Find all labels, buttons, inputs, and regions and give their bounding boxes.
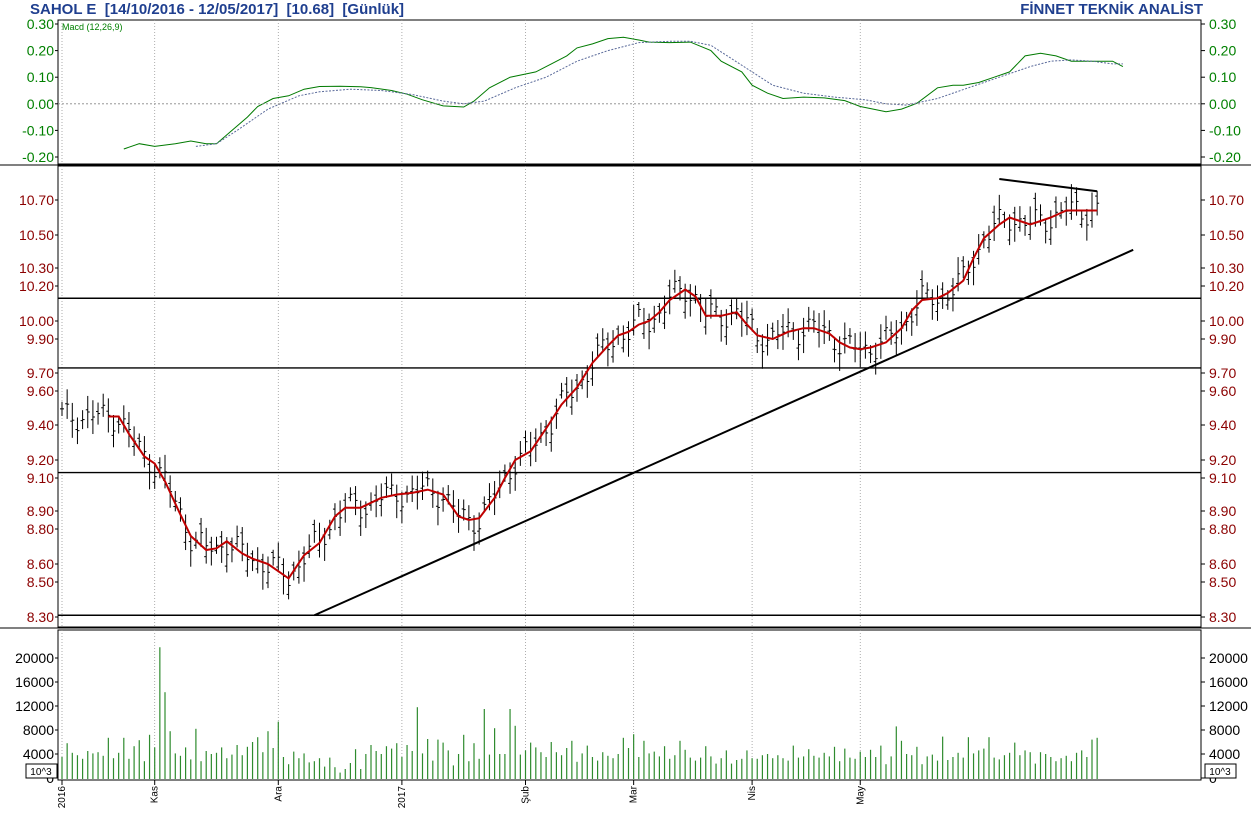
volume-tick-label-right: 8000	[1209, 722, 1240, 738]
macd-tick-label-left: 0.30	[27, 16, 54, 32]
price-tick-label-left: 8.30	[27, 609, 54, 625]
macd-y-ticks-left: 0.30 0.20 0.10 0.00 -0.10 -0.20	[22, 16, 58, 165]
x-tick-label: 2017	[397, 786, 408, 809]
price-tick-label-right: 9.60	[1209, 383, 1236, 399]
x-tick-label: May	[855, 786, 866, 805]
unit-label-left: 10^3	[30, 767, 52, 778]
panel-frame-price	[57, 165, 1202, 628]
x-tick-label: 2016	[57, 786, 68, 809]
macd-tick-label-right: 0.30	[1209, 16, 1236, 32]
macd-tick-label-left: 0.20	[27, 43, 54, 59]
price-tick-label-right: 9.40	[1209, 417, 1236, 433]
price-tick-label-right: 8.90	[1209, 503, 1236, 519]
price-tick-label-left: 8.60	[27, 556, 54, 572]
volume-tick-label-right: 12000	[1209, 698, 1248, 714]
volume-tick-label-right: 20000	[1209, 650, 1248, 666]
panel-frame-vol	[57, 629, 1202, 781]
price-tick-label-right: 9.20	[1209, 452, 1236, 468]
macd-tick-label-right: 0.10	[1209, 69, 1236, 85]
x-tick-label: Mar	[629, 785, 640, 803]
price-tick-label-right: 9.10	[1209, 470, 1236, 486]
unit-label-right: 10^3	[1209, 767, 1231, 778]
price-tick-label-right: 9.90	[1209, 331, 1236, 347]
brand-label: FİNNET TEKNİK ANALİST	[1020, 1, 1203, 18]
price-tick-label-left: 9.70	[27, 365, 54, 381]
price-tick-label-right: 10.30	[1209, 260, 1244, 276]
price-tick-label-right: 10.00	[1209, 313, 1244, 329]
volume-tick-label-left: 12000	[15, 698, 54, 714]
trend-line	[313, 248, 1134, 617]
price-tick-label-left: 10.00	[19, 313, 54, 329]
volume-panel: 200001600012000800040000 200001600012000…	[15, 647, 1248, 786]
volume-tick-label-right: 16000	[1209, 674, 1248, 690]
macd-series-line	[123, 36, 1124, 150]
unit-box-right	[1204, 763, 1237, 779]
x-axis: 2016 Kas Ara 2017 Şub Mar Nis May	[57, 780, 866, 808]
x-tick-label: Nis	[747, 786, 758, 800]
price-tick-label-left: 10.50	[19, 227, 54, 243]
support-resistance-lines	[58, 297, 1201, 616]
price-tick-label-right: 9.70	[1209, 365, 1236, 381]
panel-frame-macd	[57, 19, 1202, 165]
price-tick-label-right: 8.50	[1209, 574, 1236, 590]
macd-panel: 0.300.200.100.00-0.10-0.20 0.300.200.100…	[22, 16, 1241, 165]
macd-tick-label-left: -0.10	[22, 122, 54, 138]
price-tick-label-left: 10.70	[19, 192, 54, 208]
volume-bars	[61, 647, 1098, 779]
price-y-ticks-left: 10.70 10.50 10.30 10.20 10.00 9.90 9.70 9.60 9.4…	[19, 192, 58, 625]
x-tick-label: Ara	[273, 786, 284, 802]
macd-tick-label-left: 0.00	[27, 96, 54, 112]
unit-box-left	[25, 763, 58, 779]
price-tick-label-left: 9.40	[27, 417, 54, 433]
trend-line	[999, 178, 1098, 193]
macd-legend: Macd (12,26,9)	[62, 22, 123, 32]
price-tick-label-right: 10.70	[1209, 192, 1244, 208]
price-tick-label-left: 9.60	[27, 383, 54, 399]
x-tick-label: Kas	[150, 786, 161, 803]
signal-series-line	[195, 40, 1123, 147]
price-tick-label-left: 9.90	[27, 331, 54, 347]
macd-tick-label-right: -0.20	[1209, 149, 1241, 165]
price-panel: 10.70 10.50 10.30 10.20 10.00 9.90 9.70 9.60 9.4…	[19, 178, 1244, 625]
panel-frames	[0, 19, 1251, 781]
trend-lines	[313, 178, 1134, 617]
volume-tick-label-left: 8000	[23, 722, 54, 738]
x-tick-label: Şub	[521, 786, 532, 804]
price-tick-label-left: 10.30	[19, 260, 54, 276]
macd-tick-label-right: 0.00	[1209, 96, 1236, 112]
price-tick-label-left: 9.10	[27, 470, 54, 486]
macd-tick-label-left: -0.20	[22, 149, 54, 165]
price-tick-label-left: 9.20	[27, 452, 54, 468]
macd-y-ticks-right: 0.30 0.20 0.10 0.00 -0.10 -0.20	[1201, 16, 1241, 165]
price-tick-label-left: 8.80	[27, 521, 54, 537]
price-tick-label-left: 8.50	[27, 574, 54, 590]
price-y-ticks-right: 10.70 10.50 10.30 10.20 10.00 9.90 9.70 9.60 9.4…	[1201, 192, 1244, 625]
volume-tick-label-right: 4000	[1209, 746, 1240, 762]
price-tick-label-right: 8.30	[1209, 609, 1236, 625]
price-tick-label-left: 10.20	[19, 278, 54, 294]
moving-average-line	[108, 209, 1098, 580]
price-tick-label-right: 10.20	[1209, 278, 1244, 294]
macd-tick-label-right: 0.20	[1209, 43, 1236, 59]
macd-tick-label-left: 0.10	[27, 69, 54, 85]
volume-tick-label-left: 16000	[15, 674, 54, 690]
macd-tick-label-right: -0.10	[1209, 122, 1241, 138]
volume-tick-label-left: 4000	[23, 746, 54, 762]
price-tick-label-right: 8.60	[1209, 556, 1236, 572]
price-tick-label-right: 10.50	[1209, 227, 1244, 243]
price-tick-label-right: 8.80	[1209, 521, 1236, 537]
price-tick-label-left: 8.90	[27, 503, 54, 519]
chart-title: SAHOL E [14/10/2016 - 12/05/2017] [10.68…	[30, 1, 405, 18]
volume-tick-label-left: 20000	[15, 650, 54, 666]
